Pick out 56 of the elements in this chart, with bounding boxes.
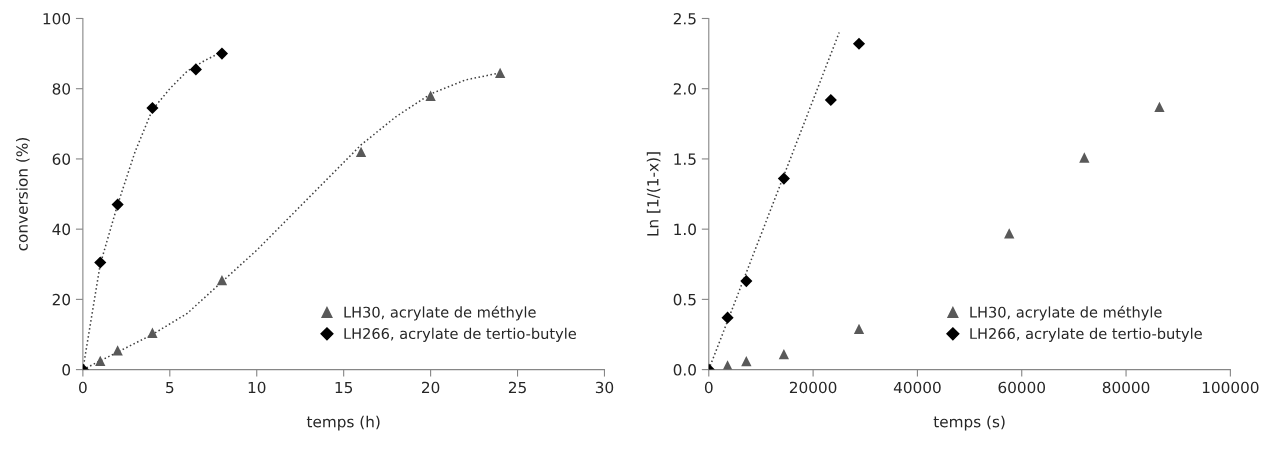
legend-label: LH266, acrylate de tertio-butyle <box>970 327 1202 342</box>
y-tick-label: 0.0 <box>673 364 696 376</box>
point <box>1079 152 1090 163</box>
point <box>495 67 506 79</box>
y-tick-label: 100 <box>43 12 71 25</box>
x-tick-label: 0 <box>704 381 713 394</box>
legend-label: LH30, acrylate de méthyle <box>344 305 536 321</box>
point <box>215 47 229 60</box>
x-tick-label: 0 <box>79 381 87 394</box>
point <box>189 63 202 76</box>
y-tick-label: 2.5 <box>673 12 696 25</box>
y-tick-label: 0 <box>62 364 71 376</box>
x-tick-label: 20 <box>422 381 440 394</box>
y-tick-label: 20 <box>52 293 71 306</box>
y-axis-title: conversion (%) <box>16 138 30 251</box>
legend-label: LH30, acrylate de méthyle <box>970 305 1162 321</box>
y-axis-title: Ln [1/(1-x)] <box>646 152 661 236</box>
point <box>216 274 228 286</box>
x-tick-label: 10 <box>248 381 266 394</box>
point <box>94 256 107 269</box>
point <box>852 37 866 50</box>
x-tick-label: 25 <box>508 381 526 394</box>
point <box>147 327 158 338</box>
x-tick-label: 40000 <box>893 381 941 394</box>
y-tick-label: 40 <box>52 223 71 236</box>
point <box>824 93 837 106</box>
point <box>425 90 436 101</box>
y-tick-label: 0.5 <box>673 293 696 306</box>
x-tick-label: 30 <box>595 381 614 394</box>
x-tick-label: 20000 <box>789 381 837 394</box>
y-tick-label: 1.0 <box>674 223 696 236</box>
x-tick-label: 5 <box>166 381 174 394</box>
x-tick-label: 60000 <box>998 381 1046 394</box>
point <box>740 275 753 288</box>
point <box>111 198 124 211</box>
point <box>778 349 790 360</box>
legend-label: LH266, acrylate de tertio-butyle <box>344 327 576 342</box>
x-tick-label: 80000 <box>1102 381 1150 394</box>
y-tick-label: 2.0 <box>673 83 696 95</box>
x-axis-title: temps (s) <box>933 415 1005 431</box>
y-tick-label: 1.5 <box>674 153 696 165</box>
y-tick-label: 60 <box>52 153 71 165</box>
point <box>1154 101 1165 113</box>
point <box>721 311 734 324</box>
point <box>95 355 106 366</box>
y-tick-label: 80 <box>52 83 71 95</box>
point <box>112 345 123 356</box>
point <box>853 323 865 335</box>
x-tick-label: 100000 <box>1202 381 1259 394</box>
point <box>777 172 790 185</box>
point <box>146 101 159 115</box>
x-tick-label: 15 <box>335 381 353 394</box>
point <box>355 146 367 158</box>
point <box>1004 228 1015 239</box>
point <box>741 356 752 367</box>
x-axis-title: temps (h) <box>306 415 380 431</box>
